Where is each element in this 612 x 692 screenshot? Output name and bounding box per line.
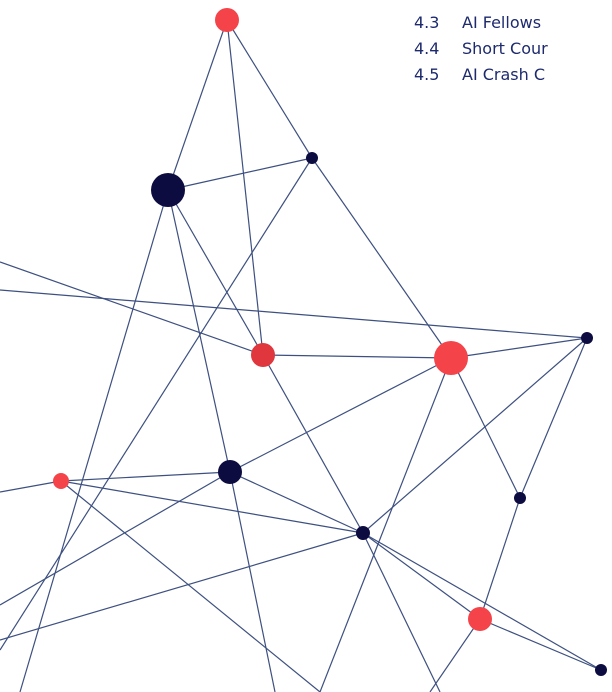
toc-title: AI Fellows — [462, 10, 541, 36]
toc-entry: 4.5 AI Crash C — [414, 62, 548, 88]
table-of-contents: 4.3 AI Fellows 4.4 Short Cour 4.5 AI Cra… — [414, 10, 548, 88]
toc-entry: 4.3 AI Fellows — [414, 10, 548, 36]
toc-title: Short Cour — [462, 36, 548, 62]
network-graphic — [0, 0, 612, 692]
page: 4.3 AI Fellows 4.4 Short Cour 4.5 AI Cra… — [0, 0, 612, 692]
toc-title: AI Crash C — [462, 62, 545, 88]
toc-number: 4.3 — [414, 10, 462, 36]
edges — [0, 20, 601, 692]
toc-number: 4.5 — [414, 62, 462, 88]
toc-entry: 4.4 Short Cour — [414, 36, 548, 62]
toc-number: 4.4 — [414, 36, 462, 62]
nodes — [53, 8, 607, 676]
